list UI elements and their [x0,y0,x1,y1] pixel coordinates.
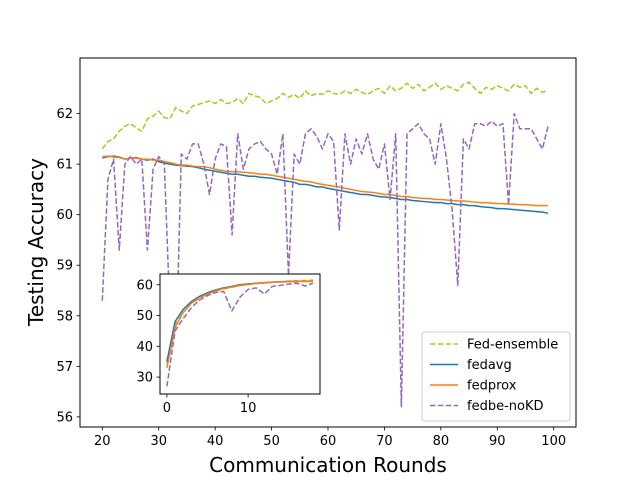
inset-series-fedbe-nokd [166,282,314,387]
main-y-tick-label: 61 [56,158,73,173]
inset-y-ticks: 30 40 50 60 [136,278,160,386]
inset-x-ticks: 0 10 [163,394,257,416]
main-x-tick-label: 50 [263,434,280,449]
legend-label-fed-ensemble: Fed-ensemble [467,338,558,353]
legend-items: Fed-ensemble fedavg fedprox fedbe-noKD [430,338,558,414]
inset-plot: 0 10 30 40 50 60 [136,273,321,416]
main-x-tick-label: 60 [320,434,337,449]
main-y-tick-label: 62 [56,107,73,122]
inset-x-tick-label: 10 [240,401,257,416]
main-x-tick-label: 100 [541,434,566,449]
y-axis-label: Testing Accuracy [24,158,48,327]
main-series-fedavg [102,155,549,214]
inset-background [160,274,320,394]
main-y-ticks: 56 57 58 59 60 61 62 [56,107,80,425]
main-y-tick-label: 60 [56,208,73,223]
main-x-tick-label: 80 [433,434,450,449]
inset-frame [159,273,321,395]
main-x-tick-label: 40 [207,434,224,449]
legend-label-fedavg: fedavg [467,358,512,373]
main-y-tick-label: 58 [56,309,73,324]
x-axis-label: Communication Rounds [209,453,447,477]
inset-y-tick-label: 60 [136,278,153,293]
main-x-tick-label: 70 [376,434,393,449]
inset-y-tick-label: 40 [136,340,153,355]
main-series-fed-ensemble [101,81,549,150]
main-x-tick-label: 90 [489,434,506,449]
inset-series-fedprox [166,280,314,368]
main-x-tick-label: 20 [94,434,111,449]
inset-x-tick-label: 0 [163,401,171,416]
legend: Fed-ensemble fedavg fedprox fedbe-noKD [421,331,571,422]
main-y-tick-label: 57 [56,360,73,375]
main-x-ticks: 20 30 40 50 60 70 80 90 100 [94,427,566,449]
legend-box [421,331,571,422]
legend-label-fedbe-nokd: fedbe-noKD [467,399,544,414]
legend-label-fedprox: fedprox [467,379,517,394]
main-x-tick-label: 30 [150,434,167,449]
inset-y-tick-label: 30 [136,371,153,386]
main-y-tick-label: 59 [56,259,73,274]
main-series-fedprox [102,155,549,207]
main-y-tick-label: 56 [56,410,73,425]
inset-y-tick-label: 50 [136,309,153,324]
inset-series-group [166,279,314,387]
